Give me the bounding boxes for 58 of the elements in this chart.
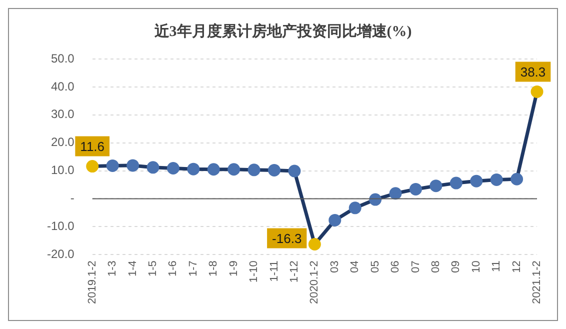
x-tick-label: 1-8 [208,260,220,276]
point [470,174,483,188]
point [288,164,301,178]
point [228,163,240,176]
y-tick-label: 40.0 [50,79,75,94]
data-label: 11.6 [80,138,105,154]
x-tick-label: 1-6 [167,260,180,276]
point [146,161,160,174]
x-tick-label: 08 [430,260,442,273]
x-tick-label: 07 [410,260,422,273]
x-tick-label: 1-12 [288,260,300,283]
x-tick-label: 1-7 [187,260,200,276]
y-tick-label: 50.0 [50,51,75,66]
x-tick-label: 09 [450,260,462,273]
x-tick-label: 10 [470,260,482,273]
x-tick-label: 1-10 [248,260,260,283]
x-tick-label: 12 [510,260,523,273]
point [308,238,321,250]
point [409,182,422,196]
data-label: -16.3 [272,230,302,246]
point [126,159,140,172]
point [106,159,119,172]
point [166,162,180,174]
x-tick-label: 11 [490,260,503,272]
point [530,85,544,98]
point [248,164,260,176]
x-tick-label: 03 [328,260,341,273]
point [348,202,362,214]
y-tick-label: 30.0 [50,107,75,122]
x-tick-label: 04 [349,260,362,273]
point [430,180,442,192]
y-tick-label: -10.0 [46,218,75,233]
x-tick-label: 05 [369,260,382,273]
x-tick-label: 1-5 [147,260,160,276]
x-tick-label: 1-9 [228,260,240,276]
point [490,173,503,186]
point [86,160,99,173]
y-tick-label: 10.0 [50,163,75,178]
chart-title: 近3年月度累计房地产投资同比增速(%) [153,22,412,40]
y-tick-label: - [70,191,74,206]
x-tick-label: 2021.1-2 [531,260,544,304]
x-tick-label: 1-4 [126,260,139,276]
y-tick-label: -20.0 [46,246,75,261]
point [187,162,200,176]
point [268,164,281,176]
point [369,193,382,206]
point [207,163,220,176]
x-tick-label: 1-3 [106,260,119,276]
point [510,172,524,186]
point [328,214,342,226]
x-tick-label: 2020.1-2 [308,260,321,304]
point [450,176,462,190]
x-tick-label: 2019.1-2 [86,260,98,304]
y-tick-label: 20.0 [50,135,75,150]
data-label: 38.3 [520,64,546,80]
x-tick-label: 06 [390,260,402,273]
point [389,187,402,200]
x-tick-label: 1-11 [268,260,280,282]
